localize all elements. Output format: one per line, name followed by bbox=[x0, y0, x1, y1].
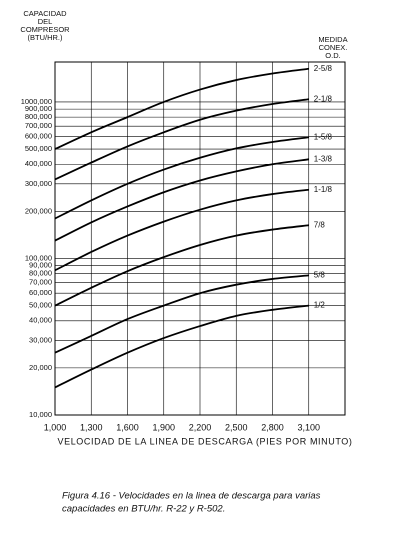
series-line bbox=[54, 188, 309, 272]
series-label: 5/8 bbox=[314, 270, 326, 279]
legend-title: CONEX. bbox=[319, 43, 348, 52]
series-line bbox=[54, 67, 309, 150]
legend-title: MEDIDA bbox=[318, 35, 347, 44]
series-label: 2-1/8 bbox=[314, 94, 333, 103]
y-tick-label: 300,000 bbox=[25, 179, 52, 188]
series-label: 1-1/8 bbox=[314, 185, 333, 194]
y-tick-label: 50,000 bbox=[29, 301, 52, 310]
x-tick-label: 1,600 bbox=[116, 422, 139, 432]
y-tick-label: 40,000 bbox=[29, 316, 52, 325]
y-axis-title: DEL bbox=[38, 17, 53, 26]
legend-title: O.D. bbox=[325, 51, 340, 60]
y-tick-label: 20,000 bbox=[29, 363, 52, 372]
series-label: 1-5/8 bbox=[314, 132, 333, 141]
y-tick-label: 30,000 bbox=[29, 335, 52, 344]
series-line bbox=[54, 274, 309, 354]
y-tick-label: 500,000 bbox=[25, 144, 52, 153]
y-axis-title: (BTU/HR.) bbox=[28, 33, 63, 42]
series-label: 1/2 bbox=[314, 301, 326, 310]
y-tick-label: 400,000 bbox=[25, 159, 52, 168]
y-tick-label: 100,000 bbox=[25, 253, 52, 262]
y-axis-title: COMPRESOR bbox=[20, 25, 70, 34]
x-tick-label: 1,000 bbox=[44, 422, 67, 432]
x-axis-title: VELOCIDAD DE LA LINEA DE DESCARGA (PIES … bbox=[57, 436, 352, 446]
series-line bbox=[54, 224, 309, 307]
y-tick-label: 10,000 bbox=[29, 410, 52, 419]
x-tick-label: 3,100 bbox=[297, 422, 320, 432]
series-line bbox=[54, 98, 309, 181]
y-tick-label: 200,000 bbox=[25, 206, 52, 215]
y-tick-label: 60,000 bbox=[29, 288, 52, 297]
caption: Figura 4.16 - Velocidades en la linea de… bbox=[62, 491, 321, 502]
y-tick-label: 600,000 bbox=[25, 132, 52, 141]
series-line bbox=[54, 136, 309, 220]
series-line bbox=[54, 304, 309, 389]
y-tick-label: 80,000 bbox=[29, 269, 52, 278]
x-tick-label: 1,900 bbox=[152, 422, 175, 432]
y-tick-label: 90,000 bbox=[29, 261, 52, 270]
y-axis-title: CAPACIDAD bbox=[23, 9, 67, 18]
y-tick-label: 70,000 bbox=[29, 278, 52, 287]
x-tick-label: 2,800 bbox=[261, 422, 284, 432]
y-tick-label: 1000,000 bbox=[21, 97, 52, 106]
caption: capacidades en BTU/hr. R-22 y R-502. bbox=[62, 504, 225, 515]
x-tick-label: 2,500 bbox=[225, 422, 248, 432]
series-label: 7/8 bbox=[314, 220, 326, 229]
x-tick-label: 1,300 bbox=[80, 422, 103, 432]
x-tick-label: 2,200 bbox=[189, 422, 212, 432]
y-tick-label: 700,000 bbox=[25, 121, 52, 130]
series-label: 2-5/8 bbox=[314, 64, 333, 73]
y-tick-label: 800,000 bbox=[25, 112, 52, 121]
series-label: 1-3/8 bbox=[314, 154, 333, 163]
y-tick-label: 900,000 bbox=[25, 104, 52, 113]
series-line bbox=[54, 158, 309, 242]
